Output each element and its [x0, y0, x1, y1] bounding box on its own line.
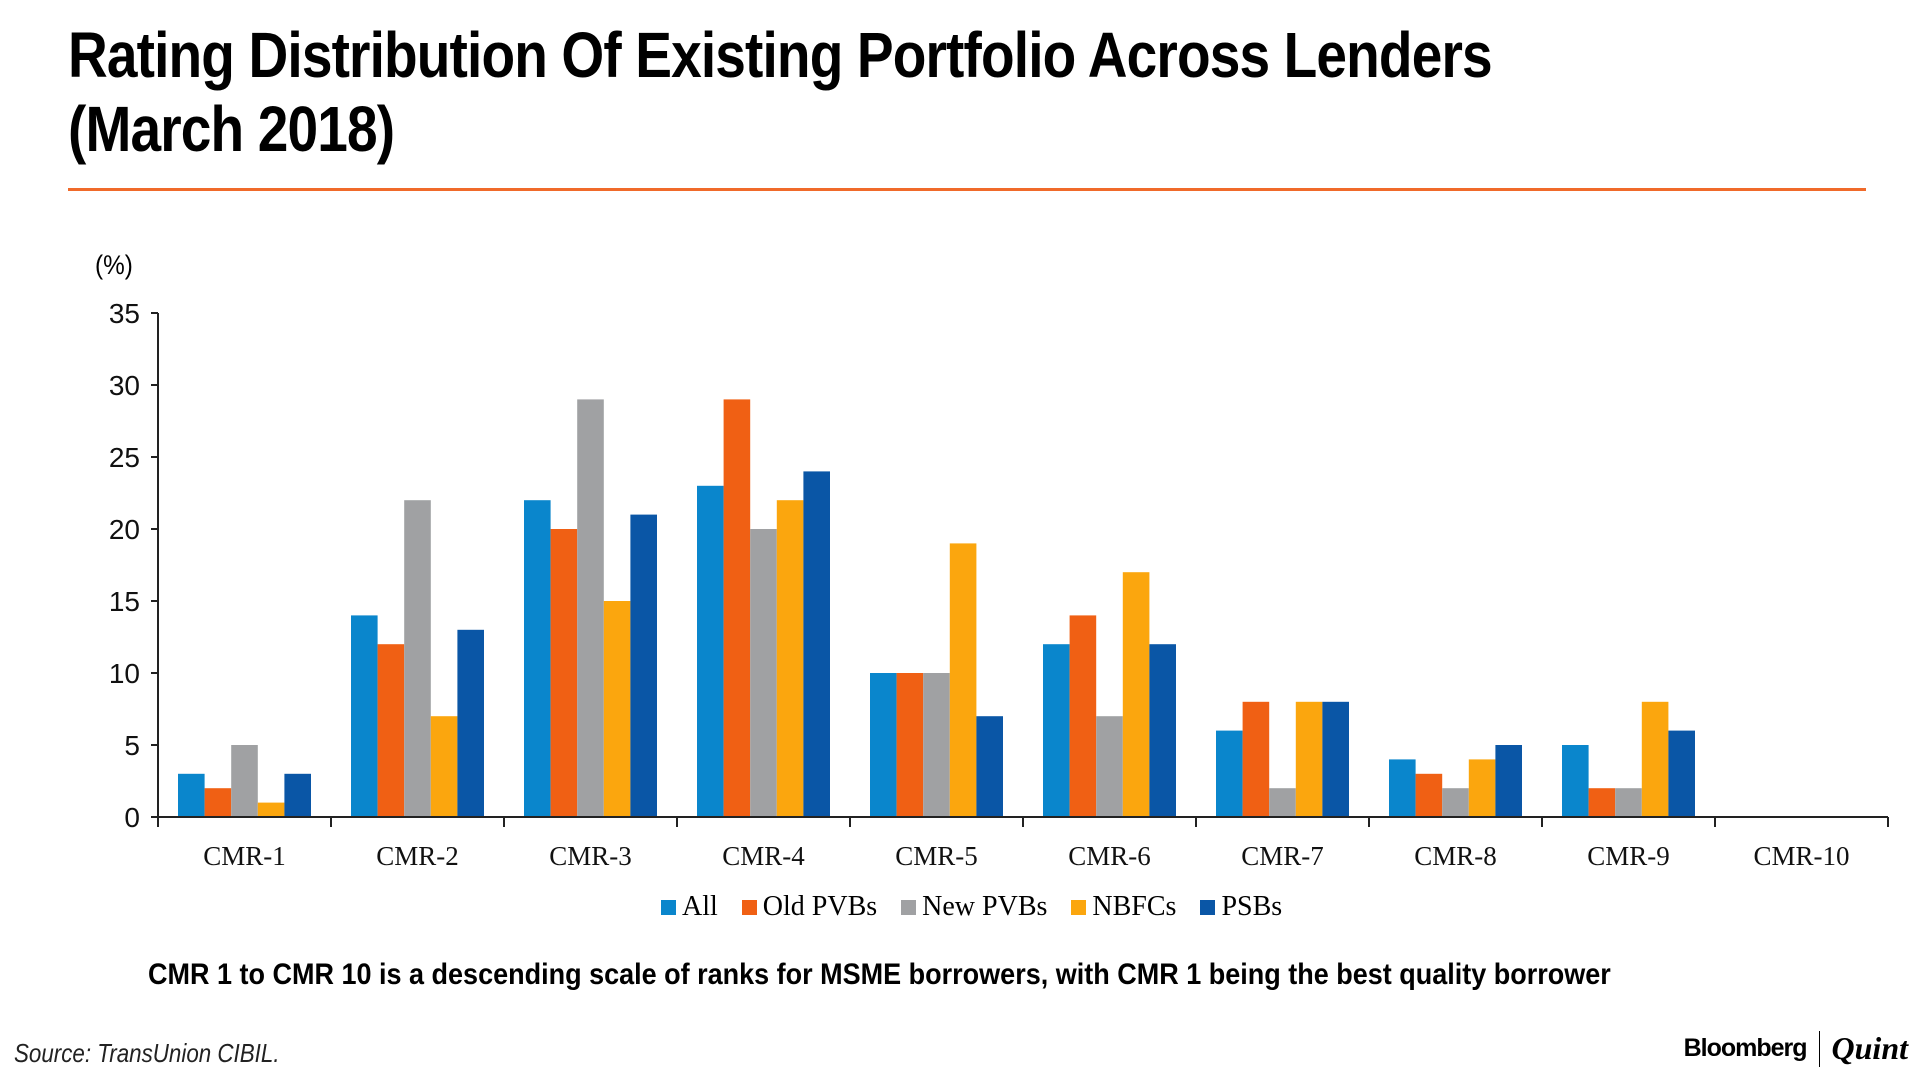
bar-psbs-cmr-1 [284, 773, 311, 817]
x-tick-label: CMR-6 [1068, 841, 1151, 871]
bar-nbfcs-cmr-9 [1641, 701, 1669, 817]
bar-psbs-cmr-5 [976, 716, 1003, 817]
bar-all-cmr-3 [524, 500, 551, 817]
legend-swatch [901, 899, 917, 915]
legend-swatch [661, 899, 676, 915]
x-tick-label: CMR-7 [1241, 841, 1324, 871]
y-tick-label: 30 [109, 370, 140, 401]
legend-item: Old PVBs [741, 891, 878, 923]
y-tick-label: 35 [109, 298, 140, 329]
brand-separator [1818, 1030, 1820, 1067]
x-tick-label: CMR-9 [1587, 841, 1670, 871]
bar-psbs-cmr-6 [1149, 644, 1176, 817]
bar-old-pvbs-cmr-4 [723, 399, 751, 817]
x-tick-label: CMR-8 [1414, 841, 1497, 871]
bar-chart: 0 5 10 15 20 25 30 35 CMR-1 CMR-2 CMR-3 CMR-4 CMR-5 C… [109, 298, 1889, 871]
bar-nbfcs-cmr-6 [1122, 572, 1150, 817]
chart-footnote: CMR 1 to CMR 10 is a descending scale of… [148, 958, 1611, 991]
chart-title-line-1: Rating Distribution Of Existing Portfoli… [68, 19, 1493, 91]
bar-all-cmr-1 [178, 773, 205, 817]
x-tick-label: CMR-4 [722, 841, 805, 871]
legend-label: New PVBs [922, 891, 1048, 922]
bar-new-pvbs-cmr-3 [577, 399, 604, 817]
bar-nbfcs-cmr-2 [430, 716, 458, 817]
bar-all-cmr-2 [351, 615, 378, 817]
y-tick-label: 20 [109, 514, 140, 545]
bar-psbs-cmr-9 [1668, 730, 1695, 817]
bar-old-pvbs-cmr-3 [550, 529, 578, 817]
bar-nbfcs-cmr-4 [776, 500, 804, 817]
bar-psbs-cmr-3 [630, 514, 657, 817]
bar-all-cmr-5 [870, 673, 897, 817]
bar-new-pvbs-cmr-5 [923, 673, 950, 817]
bar-old-pvbs-cmr-8 [1415, 773, 1443, 817]
brand-bloomberg: Bloomberg [1683, 1034, 1808, 1062]
bar-psbs-cmr-2 [457, 629, 484, 817]
bar-all-cmr-4 [697, 485, 724, 817]
y-tick-label: 0 [124, 802, 140, 833]
chart-legend: All Old PVBs New PVBs NBFCs PSBs [661, 891, 1306, 923]
bar-old-pvbs-cmr-1 [204, 788, 232, 817]
bar-nbfcs-cmr-8 [1468, 759, 1496, 817]
bar-psbs-cmr-8 [1495, 745, 1522, 817]
bar-new-pvbs-cmr-9 [1615, 788, 1642, 817]
bar-new-pvbs-cmr-4 [750, 529, 777, 817]
x-tick-label: CMR-1 [203, 841, 286, 871]
bar-nbfcs-cmr-3 [603, 601, 631, 817]
bar-nbfcs-cmr-7 [1295, 701, 1323, 817]
y-tick-label: 15 [109, 586, 140, 617]
chart-title-line-2: (March 2018) [68, 93, 395, 165]
legend-label: All [682, 891, 718, 922]
x-tick-label: CMR-3 [549, 841, 632, 871]
y-tick-label: 25 [109, 442, 140, 473]
bar-psbs-cmr-7 [1322, 701, 1349, 817]
bar-all-cmr-8 [1389, 759, 1416, 817]
bar-new-pvbs-cmr-1 [231, 745, 258, 817]
title-divider [68, 188, 1866, 191]
x-tick-label: CMR-10 [1753, 841, 1849, 871]
legend-item: PSBs [1200, 891, 1282, 923]
bar-all-cmr-7 [1216, 730, 1243, 817]
x-tick-label: CMR-5 [895, 841, 978, 871]
legend-swatch [741, 899, 757, 915]
bar-new-pvbs-cmr-7 [1269, 788, 1296, 817]
bar-nbfcs-cmr-5 [949, 543, 977, 817]
bar-old-pvbs-cmr-9 [1588, 788, 1616, 817]
legend-label: NBFCs [1092, 891, 1177, 922]
bar-new-pvbs-cmr-6 [1096, 716, 1123, 817]
legend-label: PSBs [1221, 891, 1283, 922]
chart-title: Rating Distribution Of Existing Portfoli… [68, 18, 1493, 166]
brand-logo: Bloomberg Quint [1684, 1030, 1908, 1067]
y-tick-label: 10 [109, 658, 140, 689]
legend-label: Old PVBs [762, 891, 878, 922]
legend-item: New PVBs [901, 891, 1047, 923]
bar-new-pvbs-cmr-2 [404, 500, 431, 817]
y-axis-unit-label: (%) [95, 250, 133, 280]
legend-item: NBFCs [1071, 891, 1176, 923]
legend-swatch [1200, 899, 1216, 915]
bar-old-pvbs-cmr-5 [896, 673, 924, 817]
bar-nbfcs-cmr-1 [257, 802, 285, 817]
bar-new-pvbs-cmr-8 [1442, 788, 1469, 817]
bar-old-pvbs-cmr-7 [1242, 701, 1270, 817]
bar-all-cmr-9 [1562, 745, 1589, 817]
brand-quint: Quint [1831, 1030, 1908, 1066]
source-credit: Source: TransUnion CIBIL. [14, 1038, 280, 1068]
x-tick-label: CMR-2 [376, 841, 459, 871]
bar-old-pvbs-cmr-2 [377, 644, 405, 817]
bar-all-cmr-6 [1043, 644, 1070, 817]
legend-item: All [661, 891, 718, 923]
bar-psbs-cmr-4 [803, 471, 830, 817]
legend-swatch [1071, 899, 1087, 915]
bar-old-pvbs-cmr-6 [1069, 615, 1097, 817]
y-tick-label: 5 [124, 730, 140, 761]
